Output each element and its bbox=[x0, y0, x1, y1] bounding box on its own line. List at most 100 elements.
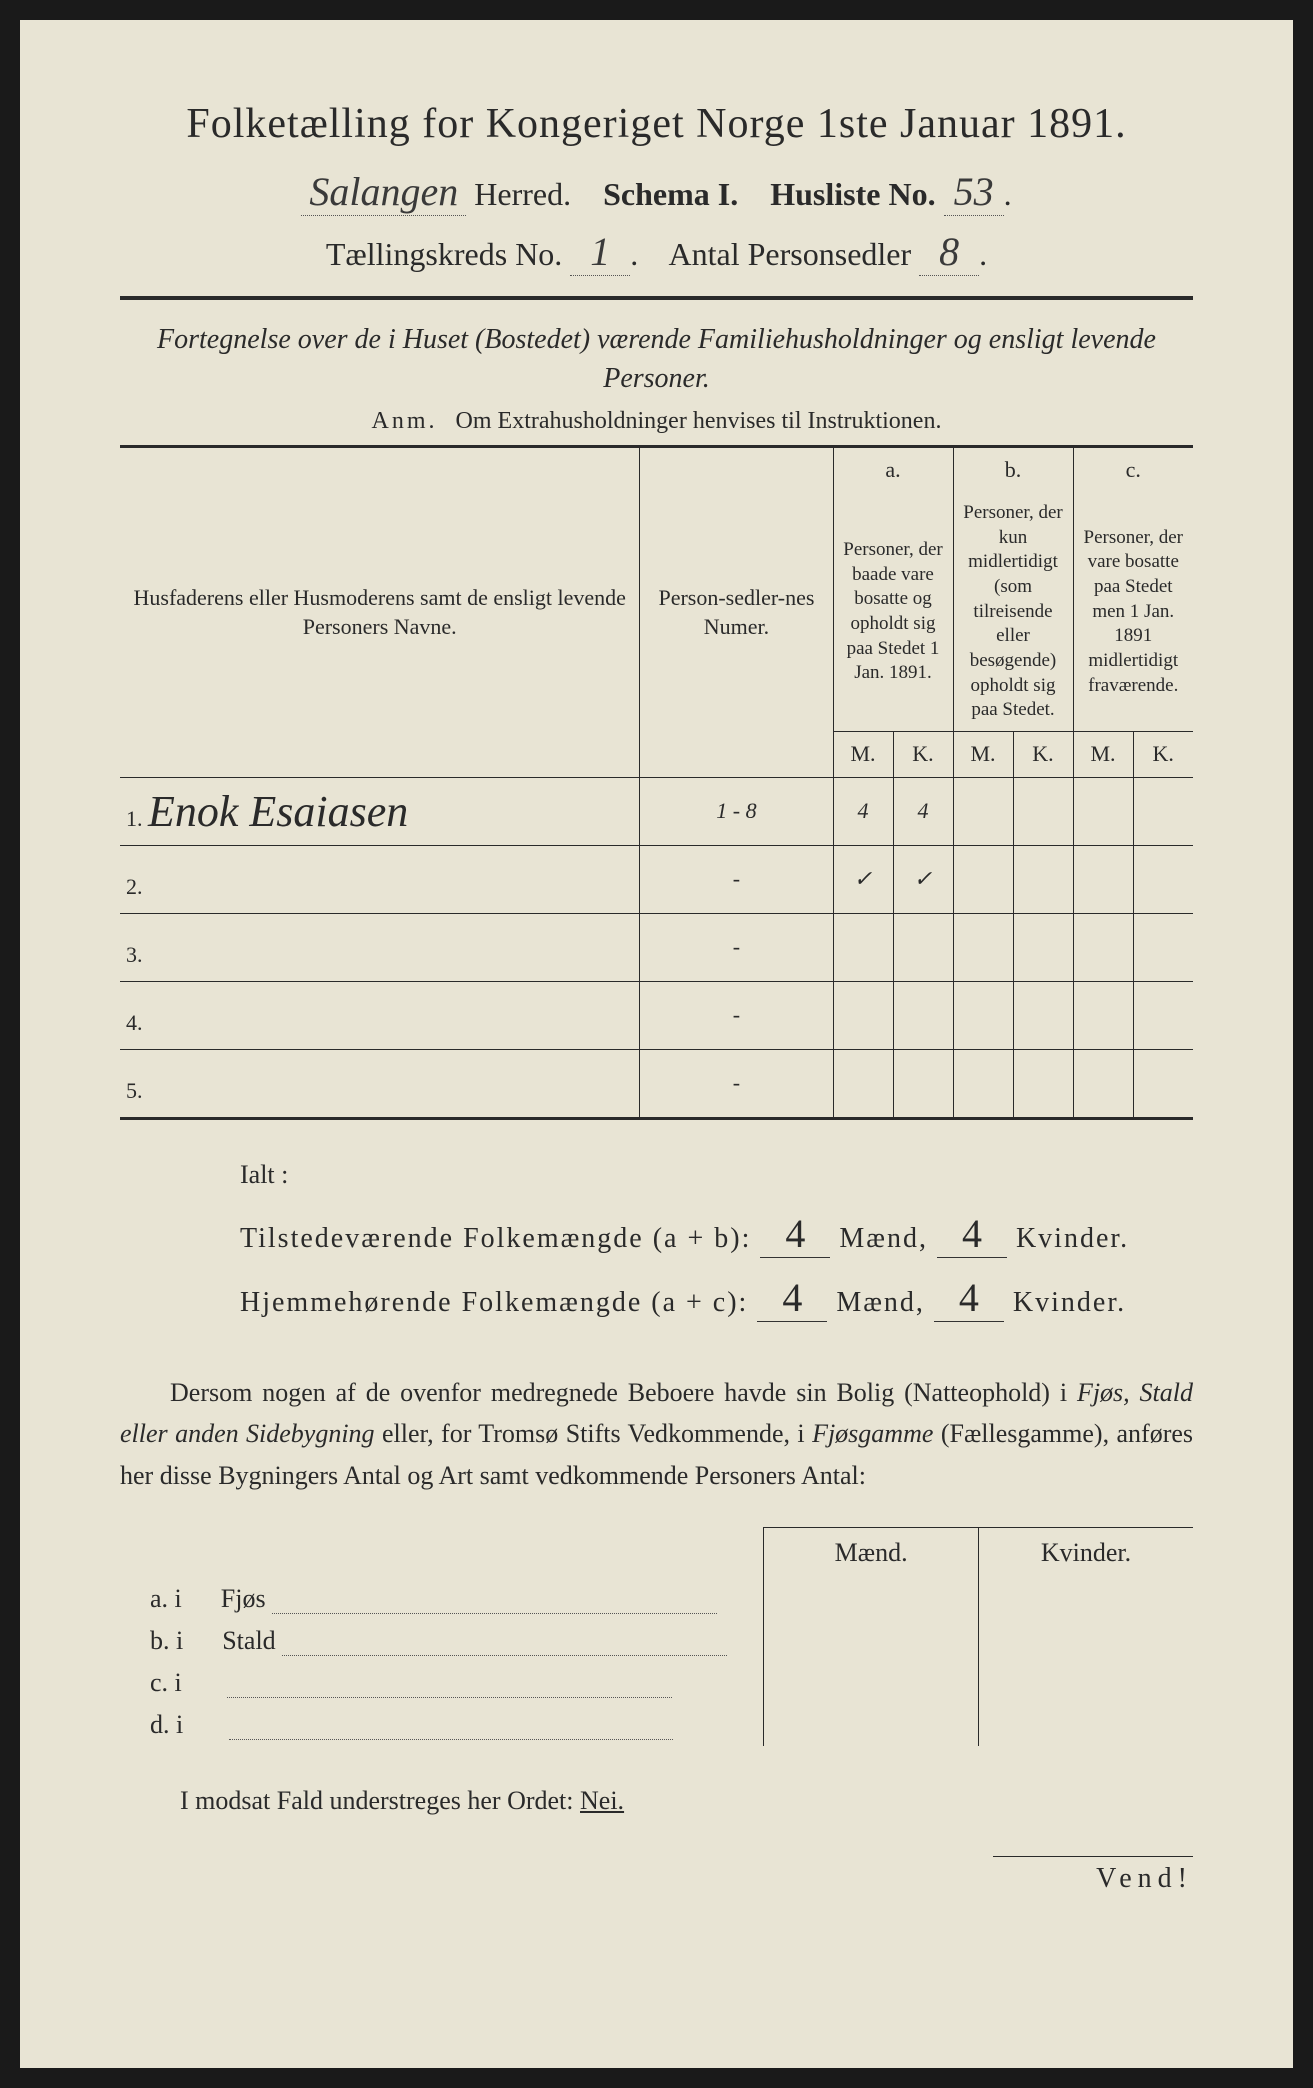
col-b-k: K. bbox=[1013, 732, 1073, 778]
bygn-m-cell bbox=[764, 1704, 979, 1746]
bygn-label-cell: b. i Stald bbox=[120, 1620, 764, 1662]
row-b-m bbox=[953, 845, 1013, 913]
col-name-header: Husfaderens eller Husmoderens samt de en… bbox=[120, 447, 640, 777]
main-table: Husfaderens eller Husmoderens samt de en… bbox=[120, 445, 1193, 1119]
row-a-m bbox=[833, 1049, 893, 1118]
ialt-label: Ialt : bbox=[240, 1160, 1193, 1190]
paragraph: Dersom nogen af de ovenfor medregnede Be… bbox=[120, 1372, 1193, 1497]
para-p2: eller, for Tromsø Stifts Vedkommende, i bbox=[375, 1419, 813, 1448]
totals-1-kvinder: Kvinder. bbox=[1016, 1223, 1129, 1254]
col-a-text: Personer, der baade vare bosatte og opho… bbox=[833, 493, 953, 732]
page-title: Folketælling for Kongeriget Norge 1ste J… bbox=[120, 100, 1193, 148]
row-numer: - bbox=[640, 981, 833, 1049]
bygn-maend-header: Mænd. bbox=[764, 1527, 979, 1578]
col-c-text: Personer, der vare bosatte paa Stedet me… bbox=[1073, 493, 1193, 732]
bygn-label-cell: c. i bbox=[120, 1662, 764, 1704]
table-row: 5. - bbox=[120, 1049, 1193, 1118]
header-row-1: Salangen Herred. Schema I. Husliste No. … bbox=[120, 168, 1193, 216]
totals-line-1: Tilstedeværende Folkemængde (a + b): 4 M… bbox=[240, 1210, 1193, 1258]
modsat-line: I modsat Fald understreges her Ordet: Ne… bbox=[180, 1786, 1193, 1816]
col-b-label: b. bbox=[953, 447, 1073, 493]
divider bbox=[120, 296, 1193, 300]
row-c-k bbox=[1133, 1049, 1193, 1118]
bygn-label-cell: a. i Fjøs bbox=[120, 1578, 764, 1620]
totals-2-k: 4 bbox=[934, 1274, 1004, 1322]
herred-value: Salangen bbox=[301, 168, 466, 216]
row-numer: - bbox=[640, 913, 833, 981]
bygn-table: Mænd. Kvinder. a. i Fjøs b. i Stald c. i… bbox=[120, 1527, 1193, 1746]
kreds-label: Tællingskreds No. bbox=[326, 236, 562, 272]
nei-word: Nei. bbox=[580, 1786, 624, 1815]
col-a-label: a. bbox=[833, 447, 953, 493]
schema-label: Schema I. bbox=[603, 176, 738, 212]
bygn-k-cell bbox=[978, 1662, 1193, 1704]
row-name-cell: 5. bbox=[120, 1049, 640, 1118]
row-b-k bbox=[1013, 845, 1073, 913]
vend-label: Vend! bbox=[993, 1856, 1193, 1895]
header-row-2: Tællingskreds No. 1. Antal Personsedler … bbox=[120, 228, 1193, 276]
para-it2: Fjøsgamme bbox=[812, 1419, 933, 1448]
bygn-row: c. i bbox=[120, 1662, 1193, 1704]
row-b-m bbox=[953, 981, 1013, 1049]
totals-1-label: Tilstedeværende Folkemængde (a + b): bbox=[240, 1223, 751, 1254]
row-a-m: 4 bbox=[833, 777, 893, 845]
bygn-k-cell bbox=[978, 1620, 1193, 1662]
col-a-k: K. bbox=[893, 732, 953, 778]
col-c-label: c. bbox=[1073, 447, 1193, 493]
bygn-row: b. i Stald bbox=[120, 1620, 1193, 1662]
table-row: 4. - bbox=[120, 981, 1193, 1049]
para-p1: Dersom nogen af de ovenfor medregnede Be… bbox=[170, 1378, 1077, 1407]
totals-2-m: 4 bbox=[757, 1274, 827, 1322]
row-a-k bbox=[893, 913, 953, 981]
totals-2-maend: Mænd, bbox=[836, 1287, 925, 1318]
row-b-m bbox=[953, 913, 1013, 981]
row-c-m bbox=[1073, 1049, 1133, 1118]
personsedler-label: Antal Personsedler bbox=[669, 236, 912, 272]
bygn-m-cell bbox=[764, 1662, 979, 1704]
bygn-row: a. i Fjøs bbox=[120, 1578, 1193, 1620]
row-numer: 1 - 8 bbox=[640, 777, 833, 845]
bygn-k-cell bbox=[978, 1704, 1193, 1746]
totals-block: Ialt : Tilstedeværende Folkemængde (a + … bbox=[240, 1160, 1193, 1322]
totals-1-maend: Mænd, bbox=[839, 1223, 928, 1254]
totals-1-m: 4 bbox=[760, 1210, 830, 1258]
col-b-text: Personer, der kun midlertidigt (som tilr… bbox=[953, 493, 1073, 732]
husliste-value: 53 bbox=[944, 168, 1004, 216]
row-a-k: 4 bbox=[893, 777, 953, 845]
row-numer: - bbox=[640, 845, 833, 913]
col-a-m: M. bbox=[833, 732, 893, 778]
row-c-k bbox=[1133, 777, 1193, 845]
herred-label: Herred. bbox=[474, 176, 571, 212]
anm-text: Om Extrahusholdninger henvises til Instr… bbox=[456, 408, 942, 434]
row-a-m: ✓ bbox=[833, 845, 893, 913]
col-c-m: M. bbox=[1073, 732, 1133, 778]
row-b-m bbox=[953, 777, 1013, 845]
bygn-m-cell bbox=[764, 1620, 979, 1662]
row-c-m bbox=[1073, 981, 1133, 1049]
row-c-k bbox=[1133, 845, 1193, 913]
bygn-m-cell bbox=[764, 1578, 979, 1620]
row-name-cell: 2. bbox=[120, 845, 640, 913]
row-b-m bbox=[953, 1049, 1013, 1118]
totals-1-k: 4 bbox=[937, 1210, 1007, 1258]
row-a-k: ✓ bbox=[893, 845, 953, 913]
table-row: 1. Enok Esaiasen1 - 844 bbox=[120, 777, 1193, 845]
row-a-m bbox=[833, 913, 893, 981]
census-form-page: Folketælling for Kongeriget Norge 1ste J… bbox=[20, 20, 1293, 2068]
row-b-k bbox=[1013, 777, 1073, 845]
totals-2-label: Hjemmehørende Folkemængde (a + c): bbox=[240, 1287, 748, 1318]
row-a-k bbox=[893, 981, 953, 1049]
row-c-m bbox=[1073, 777, 1133, 845]
row-c-m bbox=[1073, 845, 1133, 913]
row-c-m bbox=[1073, 913, 1133, 981]
row-b-k bbox=[1013, 981, 1073, 1049]
row-name-cell: 4. bbox=[120, 981, 640, 1049]
row-c-k bbox=[1133, 981, 1193, 1049]
kreds-value: 1 bbox=[570, 228, 630, 276]
table-row: 3. - bbox=[120, 913, 1193, 981]
personsedler-value: 8 bbox=[919, 228, 979, 276]
row-name-cell: 3. bbox=[120, 913, 640, 981]
row-b-k bbox=[1013, 1049, 1073, 1118]
modsat-text: I modsat Fald understreges her Ordet: bbox=[180, 1786, 574, 1815]
bygn-label-cell: d. i bbox=[120, 1704, 764, 1746]
